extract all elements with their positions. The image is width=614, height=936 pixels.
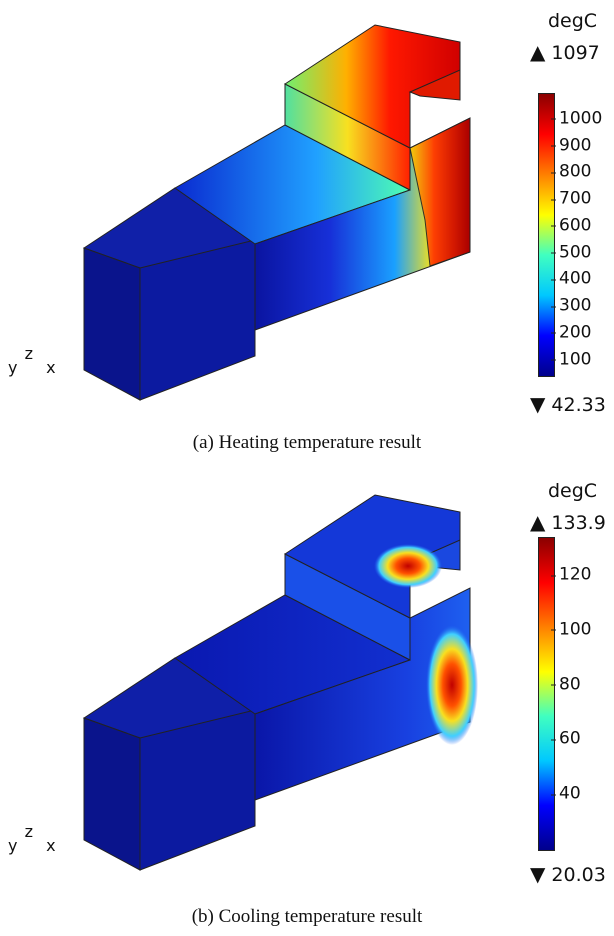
colorbar-tick-label: 40 [551, 783, 581, 804]
colorbar [538, 93, 555, 377]
colorbar-tick-label: 400 [550, 268, 592, 289]
cooling-temperature-render [82, 494, 478, 871]
axis-y-label: y [8, 358, 18, 377]
min-triangle-icon: ▼ [530, 862, 546, 886]
figure-caption: (b) Cooling temperature result [191, 906, 423, 927]
colorbar-tick-label: 100 [550, 349, 592, 370]
min-value-text: 20.03 [551, 864, 606, 886]
colorbar [538, 537, 555, 851]
colorbar-tick-label: 80 [551, 674, 581, 695]
min-value: ▼ 42.33 [530, 392, 606, 416]
max-triangle-icon: ▲ [530, 40, 546, 64]
axis-y-label: y [8, 836, 18, 855]
colorbar-tick-label: 700 [550, 188, 592, 209]
max-value-text: 1097 [551, 42, 600, 64]
panel-cooling: y z x degC ▲ 133.9 120 100 80 60 40 ▼ 20.03 (b… [0, 470, 614, 936]
colorbar-tick-label: 900 [550, 135, 592, 156]
axis-z-label: z [24, 822, 33, 841]
colorbar-tick-label: 800 [550, 161, 592, 182]
max-value: ▲ 1097 [530, 40, 600, 64]
figure-caption: (a) Heating temperature result [192, 432, 422, 453]
heating-temperature-render [82, 24, 471, 401]
min-triangle-icon: ▼ [530, 392, 546, 416]
axis-x-label: x [46, 358, 56, 377]
colorbar-tick-label: 500 [550, 242, 592, 263]
axis-triad: y z x [8, 344, 56, 377]
max-triangle-icon: ▲ [530, 510, 546, 534]
axis-z-label: z [24, 344, 33, 363]
min-value-text: 42.33 [551, 394, 606, 416]
panel-heating: y z x degC ▲ 1097 1000 900 800 700 600 500 400 3… [8, 10, 606, 453]
unit-label: degC [548, 10, 598, 32]
max-value-text: 133.9 [551, 512, 606, 534]
colorbar-tick-label: 600 [550, 215, 592, 236]
colorbar-tick-label: 60 [551, 728, 581, 749]
max-value: ▲ 133.9 [530, 510, 606, 534]
colorbar-tick-label: 200 [550, 322, 592, 343]
axis-x-label: x [46, 836, 56, 855]
colorbar-tick-label: 100 [550, 619, 592, 640]
colorbar-tick-label: 1000 [550, 108, 603, 129]
unit-label: degC [548, 480, 598, 502]
axis-triad: y z x [8, 822, 56, 855]
min-value: ▼ 20.03 [530, 862, 606, 886]
colorbar-tick-label: 300 [550, 295, 592, 316]
colorbar-tick-label: 120 [550, 564, 592, 585]
